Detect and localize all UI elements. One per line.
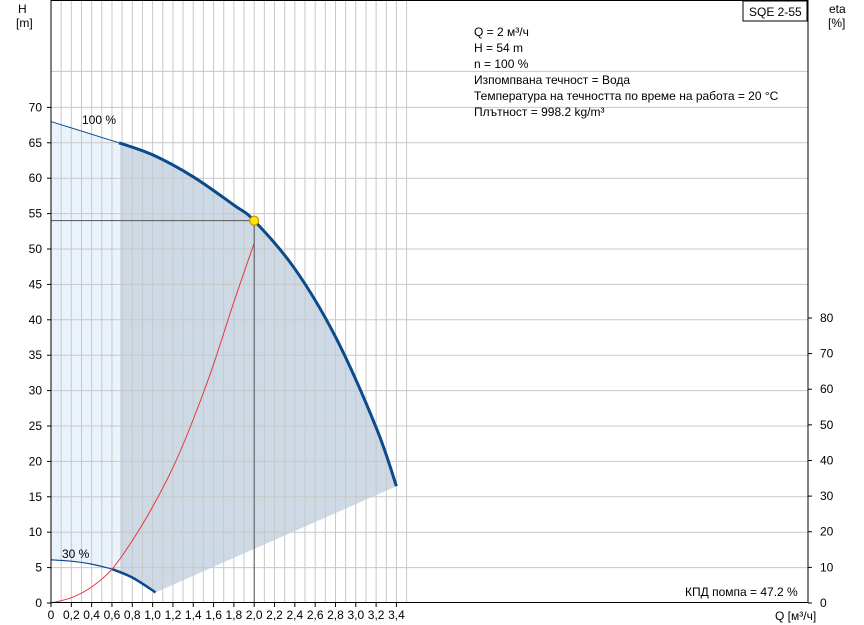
y-axis-title: H	[18, 2, 27, 16]
y-tick-label: 10	[29, 525, 43, 539]
x-tick-label: 0,4	[83, 608, 100, 622]
plot-frame	[50, 0, 809, 603]
x-tick-label: 2,6	[307, 608, 324, 622]
info-block: Q = 2 м³/ч H = 54 m n = 100 % Изпомпвана…	[474, 25, 779, 119]
x-tick-label: 0,6	[104, 608, 121, 622]
y-tick-label: 70	[29, 100, 43, 114]
eta-tick-label: 0	[820, 596, 827, 610]
eta-tick-label: 50	[820, 418, 834, 432]
eta-tick-label: 60	[820, 382, 834, 396]
curve-30	[111, 567, 157, 594]
x-tick-label: 0	[48, 608, 55, 622]
curve-eta	[50, 242, 255, 604]
x-tick-label: 2,4	[286, 608, 303, 622]
x-tick-label: 1,6	[205, 608, 222, 622]
x-tick-label: 3,4	[388, 608, 405, 622]
x-tick-label: 1,8	[226, 608, 243, 622]
eta-tick-label: 40	[820, 453, 834, 467]
x-tick-label: 3,2	[368, 608, 385, 622]
y-tick-label: 5	[35, 561, 42, 575]
info-h: H = 54 m	[474, 41, 523, 55]
curve-label-100: 100 %	[82, 113, 116, 127]
x-tick-label: 1,0	[144, 608, 161, 622]
efficiency-note: КПД помпа = 47.2 %	[685, 585, 798, 599]
eta-tick-label: 80	[820, 311, 834, 325]
eta-tick-label: 30	[820, 489, 834, 503]
chart-title: SQE 2-55	[749, 5, 802, 19]
y-tick-label: 30	[29, 384, 43, 398]
title-box	[742, 0, 808, 22]
x-tick-label: 1,4	[185, 608, 202, 622]
y-tick-label: 60	[29, 171, 43, 185]
info-n: n = 100 %	[474, 57, 529, 71]
y-tick-label: 25	[29, 419, 43, 433]
y-tick-label: 45	[29, 277, 43, 291]
y-tick-label: 65	[29, 136, 43, 150]
info-fluid: Изпомпвана течност = Вода	[474, 73, 630, 87]
info-density: Плътност = 998.2 kg/m³	[474, 105, 604, 119]
eta-tick-label: 10	[820, 560, 834, 574]
y-tick-label: 55	[29, 207, 43, 221]
eta-axis-unit: [%]	[828, 16, 845, 30]
operating-point	[249, 215, 260, 226]
y-tick-label: 50	[29, 242, 43, 256]
y-tick-label: 20	[29, 454, 43, 468]
y-tick-label: 35	[29, 348, 43, 362]
info-q: Q = 2 м³/ч	[474, 25, 529, 39]
x-tick-label: 2,2	[266, 608, 283, 622]
x-tick-label: 0,8	[124, 608, 141, 622]
region-mask	[155, 486, 407, 603]
eta-tick-label: 70	[820, 347, 834, 361]
x-tick-label: 1,2	[165, 608, 182, 622]
y-tick-label: 0	[35, 596, 42, 610]
y-axis-unit: [m]	[16, 16, 33, 30]
curve-label-30: 30 %	[62, 547, 90, 561]
region-min-flow	[51, 121, 121, 573]
x-tick-label: 2,8	[327, 608, 344, 622]
x-tick-label: 2,0	[246, 608, 263, 622]
region-operating	[119, 142, 397, 593]
curve-30-extension	[50, 559, 113, 570]
eta-axis-title: eta	[829, 2, 846, 16]
y-tick-label: 40	[29, 313, 43, 327]
x-tick-label: 0,2	[63, 608, 80, 622]
x-axis-title: Q [м³/ч]	[775, 609, 816, 623]
y-tick-label: 15	[29, 490, 43, 504]
eta-tick-label: 20	[820, 525, 834, 539]
x-tick-label: 3,0	[347, 608, 364, 622]
curve-100-extension	[50, 121, 120, 144]
info-temperature: Температура на течността по време на раб…	[474, 89, 779, 103]
